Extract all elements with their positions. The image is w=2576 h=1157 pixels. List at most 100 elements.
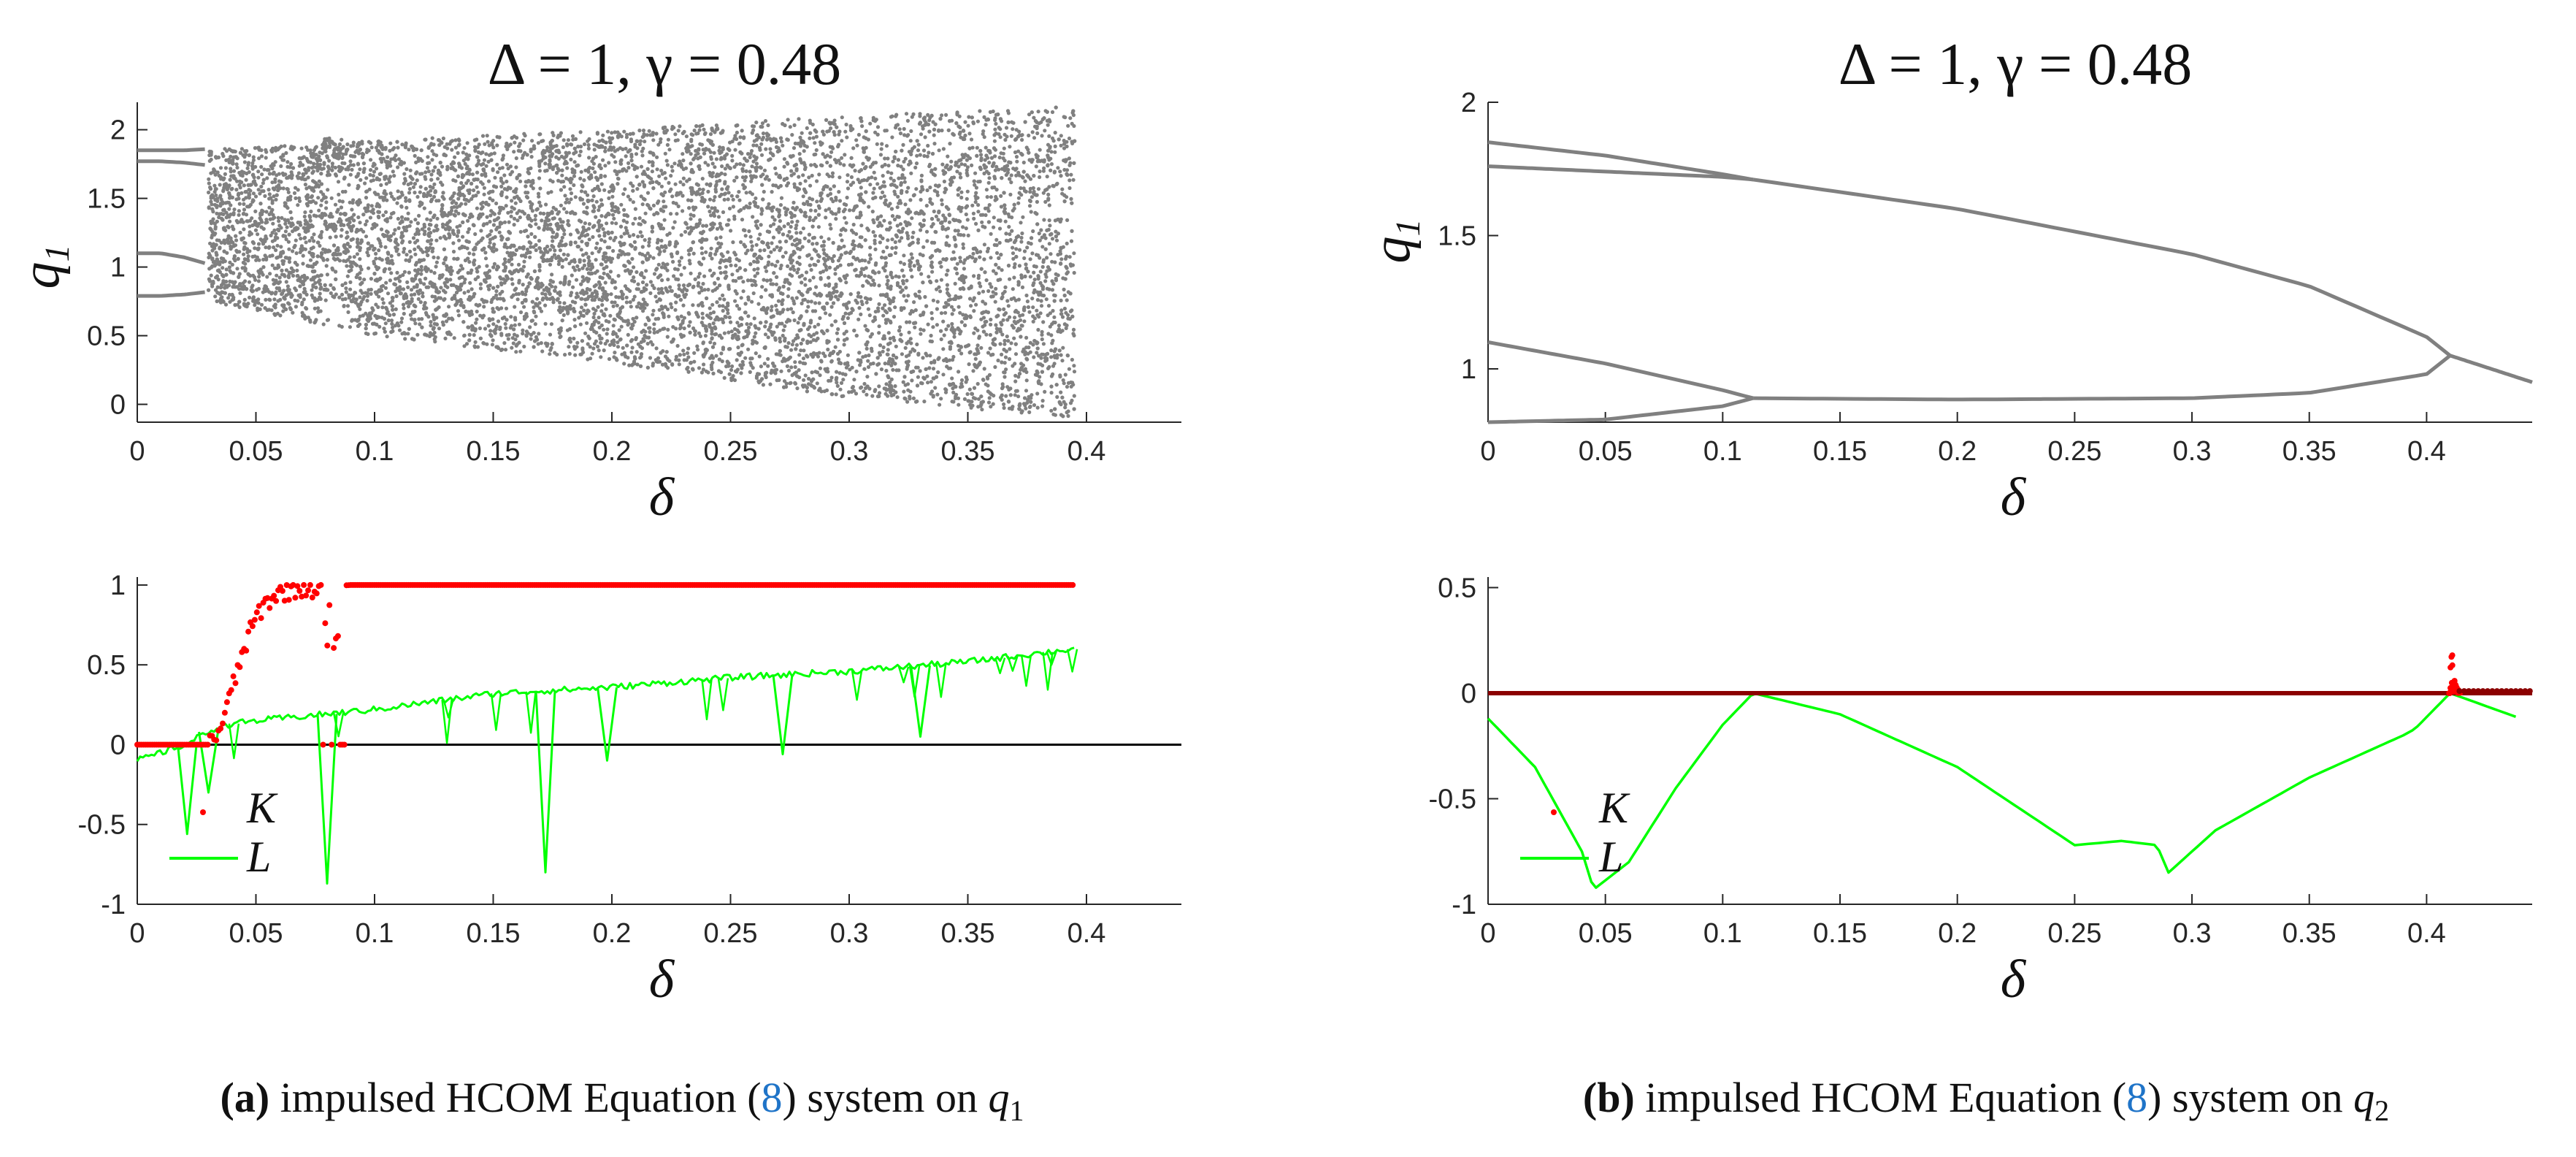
chaos-dot	[345, 264, 349, 268]
chaos-dot	[494, 289, 499, 294]
chaos-dot	[1064, 264, 1068, 269]
chaos-dot	[447, 305, 451, 309]
chaos-dot	[540, 349, 545, 354]
chaos-dot	[248, 295, 252, 299]
chaos-dot	[388, 215, 393, 220]
chaos-dot	[483, 271, 487, 275]
chaos-dot	[853, 169, 857, 173]
chaos-dot	[418, 300, 423, 305]
chaos-dot	[913, 165, 918, 169]
chaos-dot	[490, 343, 495, 347]
chaos-dot	[762, 168, 767, 172]
chaos-dot	[984, 332, 989, 337]
chaos-dot	[713, 165, 717, 169]
chaos-dot	[955, 261, 959, 266]
chaos-dot	[419, 264, 423, 269]
chaos-dot	[958, 310, 962, 315]
chaos-dot	[940, 162, 945, 167]
chaos-dot	[894, 185, 899, 189]
chaos-dot	[462, 146, 467, 150]
chaos-dot	[791, 200, 796, 205]
chaos-dot	[207, 267, 212, 271]
chaos-dot	[433, 165, 437, 169]
chaos-dot	[253, 194, 258, 199]
chaos-dot	[481, 340, 486, 345]
chaos-dot	[616, 345, 621, 349]
chaos-dot	[1049, 162, 1054, 167]
chaos-dot	[824, 208, 828, 213]
chaos-dot	[709, 155, 713, 159]
chaos-dot	[289, 176, 294, 180]
chaos-dot	[297, 232, 302, 237]
chaos-dot	[875, 182, 880, 186]
chaos-dot	[815, 199, 819, 204]
chaos-dot	[789, 169, 794, 173]
chaos-dot	[432, 255, 436, 259]
chaos-dot	[1048, 224, 1052, 228]
chaos-dot	[926, 122, 931, 127]
chaos-dot	[379, 183, 383, 187]
chaos-dot	[959, 351, 964, 356]
chaos-dot	[447, 227, 451, 232]
chaos-dot	[757, 354, 762, 359]
chaos-dot	[209, 273, 213, 278]
chaos-dot	[611, 304, 616, 308]
chaos-dot	[210, 248, 215, 253]
chaos-dot	[605, 129, 610, 134]
chaos-dot	[1030, 297, 1035, 301]
chaos-dot	[843, 207, 847, 212]
chaos-dot	[571, 285, 575, 289]
chaos-dot	[856, 317, 861, 321]
chaos-dot	[1069, 172, 1073, 177]
chaos-dot	[673, 308, 678, 312]
chaos-dot	[819, 235, 824, 240]
chaos-dot	[802, 202, 806, 206]
chaos-dot	[647, 243, 651, 248]
chaos-dot	[470, 172, 475, 177]
chaos-dot	[323, 298, 328, 302]
chaos-dot	[505, 195, 509, 199]
chaos-dot	[482, 158, 487, 162]
chaos-dot	[921, 148, 927, 153]
chaos-dot	[718, 297, 722, 301]
chaos-dot	[597, 280, 602, 284]
chaos-dot	[1003, 342, 1007, 346]
chaos-dot	[356, 215, 361, 220]
chaos-dot	[892, 315, 897, 319]
chaos-dot	[770, 241, 774, 245]
chaos-dot	[669, 289, 673, 293]
chaos-dot	[992, 225, 996, 229]
chaos-dot	[522, 344, 526, 349]
chaos-dot	[997, 156, 1002, 160]
chaos-dot	[647, 237, 652, 241]
chaos-dot	[878, 240, 882, 245]
chaos-dot	[440, 164, 445, 169]
chaos-dot	[735, 304, 740, 308]
chaos-dot	[958, 125, 962, 130]
chaos-dot	[913, 308, 918, 313]
chaos-dot	[358, 221, 362, 225]
chaos-dot	[512, 332, 517, 337]
chaos-dot	[919, 381, 924, 386]
chaos-dot	[663, 151, 667, 156]
chaos-dot	[857, 306, 862, 310]
chaos-dot	[622, 207, 626, 212]
chaos-dot	[846, 186, 851, 191]
chaos-dot	[902, 159, 906, 164]
chaos-dot	[708, 170, 712, 175]
chaos-dot	[309, 224, 313, 229]
chaos-dot	[417, 213, 421, 218]
chaos-dot	[401, 302, 406, 307]
chaos-dot	[645, 302, 649, 307]
chaos-dot	[773, 166, 778, 170]
chaos-dot	[788, 125, 792, 129]
chaos-dot	[994, 121, 998, 126]
chaos-dot	[905, 278, 909, 283]
chaos-dot	[471, 223, 475, 227]
chaos-dot	[402, 172, 407, 176]
chaos-dot	[971, 211, 975, 215]
chaos-dot	[1053, 131, 1057, 135]
chaos-dot	[941, 373, 946, 377]
chaos-dot	[621, 192, 626, 196]
chaos-dot	[641, 309, 645, 313]
